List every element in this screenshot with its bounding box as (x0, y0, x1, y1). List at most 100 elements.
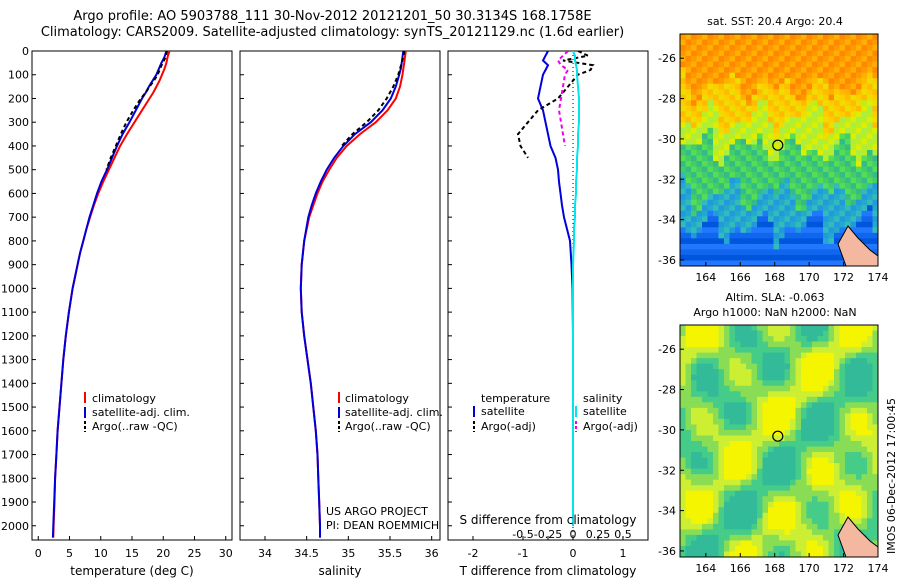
map-cell (828, 534, 835, 541)
map-cell (680, 534, 686, 541)
map-cell (724, 479, 730, 486)
map-cell (729, 161, 736, 167)
x-tick-label: -1 (518, 547, 529, 560)
map-cell (685, 116, 692, 123)
map-cell (850, 457, 857, 464)
map-cell (834, 161, 840, 167)
map-cell (779, 452, 785, 458)
map-cell (806, 78, 813, 85)
map-cell (702, 78, 708, 85)
map-cell (702, 490, 708, 497)
map-cell (872, 374, 878, 381)
map-cell (757, 485, 763, 492)
map-cell (735, 512, 741, 519)
map-cell (801, 111, 807, 118)
map-cell (872, 138, 878, 145)
map-cell (685, 199, 692, 206)
map-cell (834, 254, 840, 261)
map-cell (872, 496, 878, 503)
map-cell (779, 172, 785, 179)
map-cell (702, 94, 708, 101)
map-cell (856, 396, 862, 403)
map-cell (746, 188, 752, 195)
map-cell (724, 435, 730, 442)
map-cell (691, 529, 697, 536)
map-cell (834, 72, 840, 79)
map-cell (740, 155, 747, 162)
map-cell (779, 249, 785, 256)
map-cell (768, 166, 774, 173)
map-cell (817, 358, 824, 365)
map-cell (702, 72, 708, 79)
map-cell (751, 133, 758, 140)
map-cell (850, 166, 857, 173)
map-cell (707, 39, 714, 46)
map-cell (691, 188, 697, 195)
map-cell (746, 402, 752, 409)
map-cell (850, 490, 857, 497)
map-cell (834, 166, 840, 173)
map-cell (850, 413, 857, 420)
map-cell (746, 529, 752, 536)
map-cell (696, 363, 703, 370)
map-cell (812, 205, 818, 212)
y-tick-label: 1700 (1, 449, 29, 462)
map-cell (834, 540, 840, 547)
map-cell (735, 407, 741, 414)
map-cell (867, 413, 873, 420)
map-cell (718, 380, 725, 387)
map-cell (828, 100, 835, 107)
map-cell (817, 490, 824, 497)
map-cell (707, 83, 714, 90)
map-cell (872, 424, 878, 431)
map-cell (784, 78, 791, 85)
map-cell (702, 61, 708, 68)
map-cell (740, 39, 747, 46)
map-cell (685, 501, 692, 508)
map-cell (707, 72, 714, 79)
map-cell (685, 56, 692, 63)
map-cell (795, 188, 802, 195)
map-cell (757, 540, 763, 547)
map-cell (834, 463, 840, 470)
map-cell (757, 385, 763, 392)
map-cell (718, 177, 725, 184)
map-x-tick-label: 170 (799, 271, 820, 284)
map-cell (812, 133, 818, 140)
map-cell (713, 89, 719, 96)
map-cell (691, 72, 697, 79)
map-cell (691, 232, 697, 239)
map-cell (812, 330, 818, 337)
map-cell (817, 122, 824, 129)
map-cell (696, 501, 703, 508)
map-cell (773, 199, 780, 206)
map-cell (751, 78, 758, 85)
map-cell (845, 396, 851, 403)
map-cell (817, 347, 824, 354)
salinity-panel-frame (239, 50, 441, 541)
map-cell (845, 161, 851, 167)
map-cell (795, 127, 802, 134)
map-cell (861, 330, 868, 337)
map-cell (718, 133, 725, 140)
map-cell (707, 446, 714, 453)
map-cell (834, 83, 840, 90)
map-cell (806, 358, 813, 365)
map-cell (839, 418, 846, 425)
map-cell (691, 83, 697, 90)
map-cell (729, 336, 736, 342)
map-cell (757, 127, 763, 134)
map-cell (735, 122, 741, 129)
map-cell (795, 78, 802, 85)
map-cell (812, 435, 818, 442)
map-cell (856, 199, 862, 206)
map-cell (746, 221, 752, 228)
map-cell (856, 330, 862, 337)
map-cell (795, 485, 802, 492)
map-cell (828, 216, 835, 223)
map-cell (795, 111, 802, 118)
map-cell (845, 468, 851, 475)
map-cell (856, 501, 862, 508)
map-cell (867, 523, 873, 530)
map-cell (845, 424, 851, 431)
